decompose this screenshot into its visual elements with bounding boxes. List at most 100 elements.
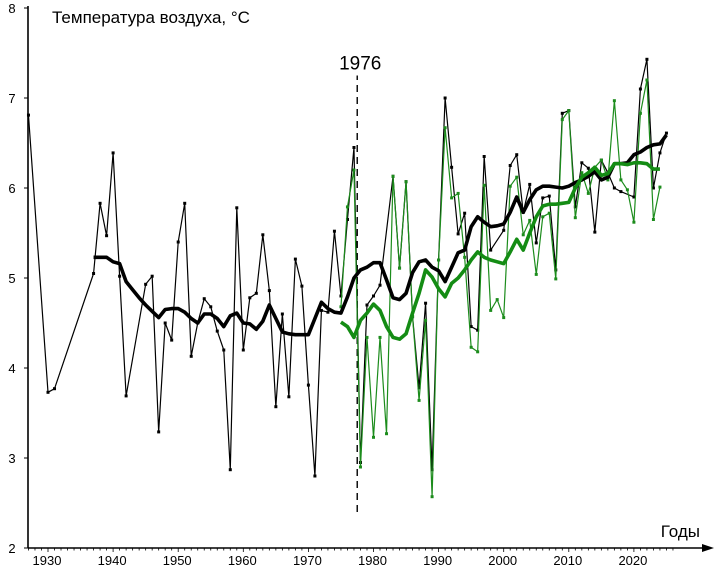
y-tick-label: 8 bbox=[8, 1, 15, 16]
chart-title: Температура воздуха, °C bbox=[52, 8, 250, 27]
axes bbox=[27, 6, 714, 552]
annual-black-point bbox=[365, 303, 369, 307]
annual-green-point bbox=[339, 305, 343, 309]
annual-black-point bbox=[53, 387, 57, 391]
annual-black-point bbox=[443, 96, 447, 100]
x-tick-label: 1930 bbox=[33, 553, 62, 568]
x-tick-label: 1960 bbox=[228, 553, 257, 568]
x-tick-label: 1980 bbox=[358, 553, 387, 568]
annual-green-point bbox=[378, 335, 382, 339]
annual-black-point bbox=[254, 291, 258, 295]
annual-black-point bbox=[463, 211, 467, 215]
annual-black-point bbox=[280, 312, 284, 316]
annual-green-point bbox=[625, 188, 629, 192]
annual-black-point bbox=[638, 87, 642, 91]
annual-black-point bbox=[293, 257, 297, 261]
annual-black-point bbox=[541, 196, 545, 200]
y-tick-label: 5 bbox=[8, 271, 15, 286]
annual-black-point bbox=[632, 195, 636, 199]
annual-black-point bbox=[241, 348, 245, 352]
annual-black-point bbox=[300, 284, 304, 288]
annual-black-point bbox=[580, 161, 584, 165]
annual-black-point bbox=[287, 395, 291, 399]
annual-green-point bbox=[638, 111, 642, 115]
x-axis-arrow-icon bbox=[702, 544, 714, 552]
annual-black-point bbox=[515, 153, 519, 157]
annual-black-point bbox=[261, 233, 265, 237]
annual-green-point bbox=[345, 205, 349, 209]
annual-green-point bbox=[469, 345, 473, 349]
smoothed-green-line bbox=[339, 161, 660, 342]
annual-black-point bbox=[170, 338, 174, 342]
annual-black-point bbox=[150, 274, 154, 278]
annual-black-point bbox=[118, 274, 122, 278]
annual-black-point bbox=[450, 165, 454, 169]
annual-black-point bbox=[619, 190, 623, 194]
annual-black-point bbox=[105, 234, 109, 238]
annual-green-point bbox=[651, 218, 655, 221]
annual-black-point bbox=[157, 430, 161, 434]
annual-black-point bbox=[111, 151, 115, 155]
annual-green-point bbox=[372, 435, 375, 439]
annual-green-point bbox=[612, 99, 616, 103]
annual-green-point bbox=[476, 350, 480, 354]
annual-green-point bbox=[560, 118, 564, 122]
annual-green-point bbox=[534, 272, 538, 276]
annual-green-point bbox=[495, 298, 499, 302]
annual-green-point bbox=[424, 318, 428, 322]
annual-green-point bbox=[567, 109, 571, 113]
x-tick-label: 1990 bbox=[423, 553, 452, 568]
annual-black-point bbox=[658, 151, 662, 155]
y-tick-label: 4 bbox=[8, 361, 15, 376]
annual-black-point bbox=[306, 383, 310, 387]
annual-black-point bbox=[352, 146, 356, 149]
annual-black-point bbox=[417, 386, 421, 390]
y-tick-label: 2 bbox=[8, 541, 15, 556]
annual-black-point bbox=[228, 468, 232, 472]
annual-black-point bbox=[664, 131, 668, 135]
annual-black-point bbox=[98, 201, 102, 205]
annual-green-point bbox=[580, 171, 584, 175]
x-axis-label: Годы bbox=[661, 522, 700, 541]
annual-black-point bbox=[378, 283, 382, 287]
annual-black-point bbox=[345, 218, 349, 221]
series-layer bbox=[26, 57, 668, 499]
annual-green-point bbox=[391, 174, 395, 178]
annual-green-point bbox=[508, 184, 512, 188]
annual-green-point bbox=[443, 126, 447, 130]
annual-green-point bbox=[547, 211, 551, 215]
annual-black-point bbox=[586, 166, 590, 170]
annual-black-point bbox=[482, 155, 486, 158]
annual-green-point bbox=[515, 175, 519, 179]
annual-black-point bbox=[528, 182, 532, 186]
annual-green-point bbox=[645, 78, 649, 82]
series-smoothed-green bbox=[339, 161, 660, 342]
annual-black-point bbox=[26, 113, 30, 117]
annual-black-point bbox=[319, 308, 323, 312]
annual-black-point bbox=[372, 294, 375, 298]
annual-green-point bbox=[502, 316, 506, 320]
annual-black-point bbox=[46, 390, 50, 394]
annual-green-point bbox=[658, 185, 662, 189]
annual-black-point bbox=[163, 321, 167, 325]
annual-black-point bbox=[176, 240, 180, 244]
smoothed-black-line bbox=[93, 133, 668, 337]
annual-green-point bbox=[554, 277, 558, 281]
annual-black-point bbox=[183, 201, 187, 205]
annual-green-point bbox=[489, 308, 493, 312]
annual-black-point bbox=[430, 468, 434, 472]
annual-green-point bbox=[450, 196, 454, 200]
annual-green-point bbox=[430, 495, 434, 499]
annual-black-point bbox=[222, 348, 226, 352]
annual-green-point bbox=[437, 258, 441, 262]
annual-green-point bbox=[365, 335, 369, 339]
x-tick-label: 2000 bbox=[488, 553, 517, 568]
annual-black-point bbox=[267, 289, 271, 293]
x-tick-label: 1970 bbox=[293, 553, 322, 568]
y-tick-label: 3 bbox=[8, 451, 15, 466]
annual-black-point bbox=[209, 305, 213, 309]
annual-green-point bbox=[541, 215, 545, 219]
annual-black-point bbox=[202, 297, 206, 301]
annual-black-point bbox=[534, 241, 538, 245]
annual-black-point bbox=[144, 282, 148, 286]
